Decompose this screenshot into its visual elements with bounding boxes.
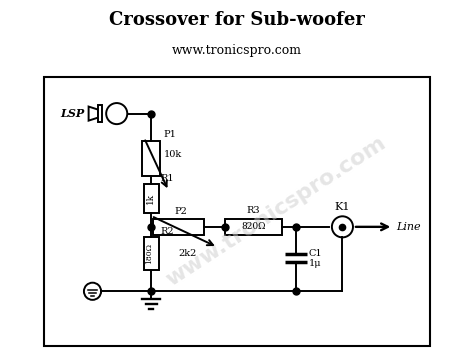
- Text: R3: R3: [247, 206, 260, 215]
- Text: 820Ω: 820Ω: [241, 222, 266, 231]
- Text: K1: K1: [335, 202, 350, 212]
- Text: C1: C1: [309, 248, 322, 257]
- Text: P1: P1: [164, 130, 176, 139]
- Bar: [142, 141, 160, 176]
- Text: 2k2: 2k2: [178, 249, 197, 258]
- Text: Line: Line: [396, 222, 421, 232]
- Polygon shape: [89, 106, 99, 121]
- Text: Crossover for Sub-woofer: Crossover for Sub-woofer: [109, 11, 365, 29]
- Text: 180Ω: 180Ω: [145, 243, 153, 264]
- Bar: [144, 184, 158, 213]
- Text: 10k: 10k: [164, 149, 182, 159]
- Text: www.tronicspro.com: www.tronicspro.com: [163, 132, 390, 290]
- Text: R1: R1: [161, 174, 174, 183]
- Text: 1k: 1k: [146, 193, 155, 204]
- Text: 1μ: 1μ: [309, 259, 321, 268]
- Text: www.tronicspro.com: www.tronicspro.com: [172, 44, 302, 58]
- Text: P2: P2: [174, 207, 187, 215]
- Text: LSP: LSP: [60, 108, 84, 119]
- Text: R2: R2: [161, 227, 174, 236]
- Bar: [144, 237, 158, 270]
- Bar: [153, 219, 204, 235]
- Polygon shape: [99, 105, 102, 122]
- Bar: [225, 219, 282, 235]
